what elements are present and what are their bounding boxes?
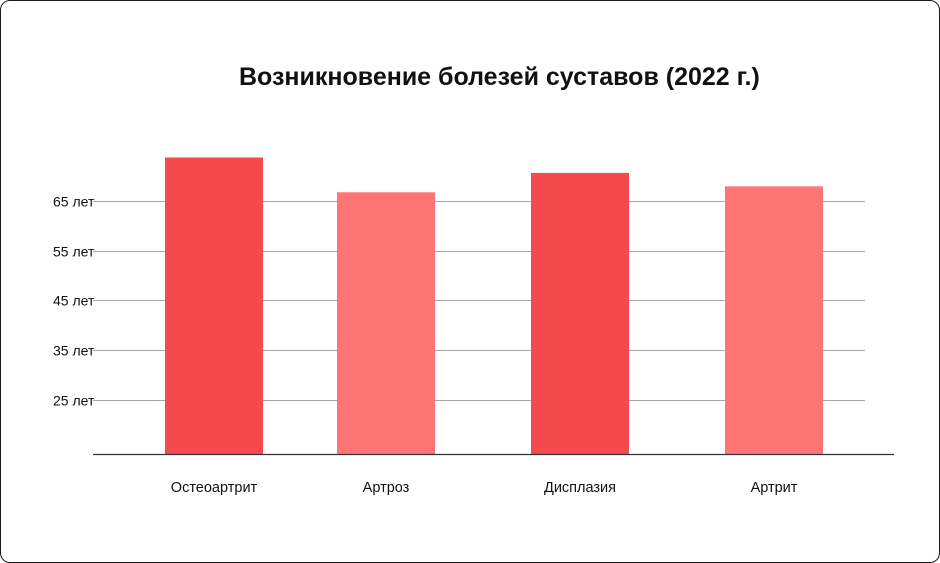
y-tick-label: 45 лет [53,293,95,309]
x-category-label: Артроз [363,480,410,496]
y-tick-labels: 25 лет 35 лет 45 лет 55 лет 65 лет [53,194,95,409]
x-category-label: Остеоартрит [171,480,258,496]
y-tick-label: 25 лет [53,393,95,409]
bar [165,157,263,455]
y-tick-label: 65 лет [53,194,95,210]
bar [725,186,823,455]
y-tick-label: 55 лет [53,244,95,260]
y-tick-label: 35 лет [53,343,95,359]
bars [165,157,823,455]
x-category-labels: Остеоартрит Артроз Дисплазия Артрит [171,480,798,496]
bar [531,172,629,455]
x-category-label: Дисплазия [544,480,616,496]
bar [337,192,435,455]
x-category-label: Артрит [751,480,798,496]
chart-title: Возникновение болезей суставов (2022 г.) [239,63,760,91]
